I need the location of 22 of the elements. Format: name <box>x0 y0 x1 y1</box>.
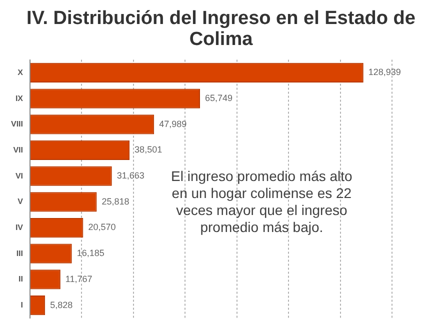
y-tick-label: III <box>16 248 24 258</box>
data-label: 31,663 <box>116 170 144 181</box>
data-label: 25,818 <box>102 196 130 206</box>
y-tick-label: V <box>18 197 24 206</box>
chart-title: IV. Distribución del Ingreso en el Estado de Colima <box>26 8 416 52</box>
data-label: 5,828 <box>50 300 73 310</box>
data-label: 11,767 <box>65 274 92 284</box>
data-label: 20,570 <box>88 222 116 232</box>
annotation: El ingreso promedio más alto en un hogar colimense es 22 veces mayor que el ingreso promedio más bajo. <box>171 168 353 236</box>
data-label: 47,989 <box>159 118 187 129</box>
y-tick-label: VIII <box>10 120 24 129</box>
data-label: 16,185 <box>76 248 104 258</box>
y-tick-label: VII <box>13 145 24 154</box>
data-label: 38,501 <box>134 144 162 155</box>
data-label: 65,749 <box>205 93 233 104</box>
y-tick-label: I <box>20 300 24 310</box>
y-tick-label: II <box>18 274 24 284</box>
y-tick-label: VI <box>15 171 24 180</box>
y-tick-label: IX <box>15 94 24 103</box>
y-tick-label: X <box>18 68 24 77</box>
y-tick-label: IV <box>15 222 24 232</box>
data-label: 128,939 <box>368 67 401 78</box>
